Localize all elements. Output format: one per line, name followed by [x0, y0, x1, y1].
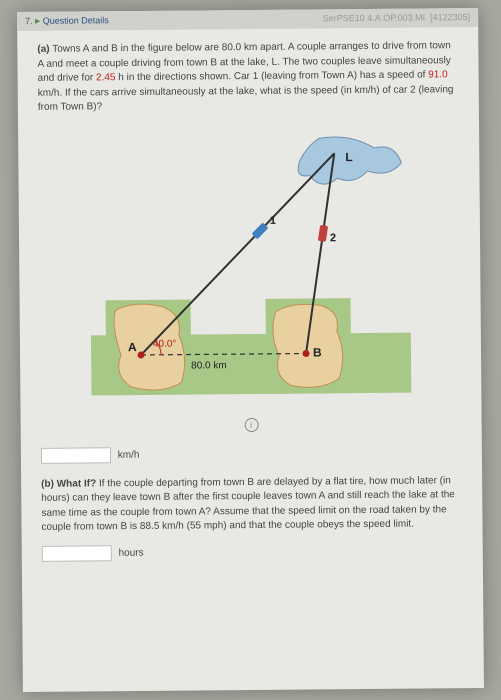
question-header: 7. ▸ Question Details SerPSE10 4.A.OP.00… [17, 8, 478, 31]
what-if-label: What If? [57, 478, 97, 489]
car2-label: 2 [329, 232, 335, 244]
question-number: 7. [25, 16, 33, 26]
part-b-label: (b) [41, 478, 54, 489]
part-a-label: (a) [37, 44, 49, 55]
part-a-text-2: h in the directions shown. Car 1 (leavin… [115, 69, 428, 83]
time-value: 2.45 [96, 72, 116, 83]
lake-label: L [345, 150, 352, 164]
figure: L 1 2 A B 40.0° 80.0 km [89, 122, 412, 415]
answer-input-b[interactable] [42, 545, 112, 562]
part-b: (b) What If? If the couple departing fro… [41, 474, 462, 536]
town-b-label: B [312, 345, 321, 359]
part-b-answer: hours [42, 542, 463, 562]
part-a-answer: km/h [41, 444, 462, 464]
unit-b: hours [118, 547, 143, 558]
speed-value: 91.0 [428, 69, 448, 80]
distance-label: 80.0 km [191, 360, 227, 371]
question-id: SerPSE10 4.A.OP.003.MI. [4122305] [323, 12, 471, 24]
answer-input-a[interactable] [41, 447, 111, 464]
expand-icon[interactable]: ▸ [35, 16, 40, 27]
town-a-label: A [127, 339, 136, 353]
unit-a: km/h [118, 449, 140, 460]
part-b-text: If the couple departing from town B are … [41, 475, 455, 533]
car1-label: 1 [269, 214, 275, 226]
angle-label: 40.0° [152, 338, 176, 349]
part-a-text-3: km/h. If the cars arrive simultaneously … [38, 84, 454, 113]
part-a: (a) Towns A and B in the figure below ar… [37, 39, 459, 115]
question-details-label[interactable]: Question Details [43, 15, 109, 26]
info-icon[interactable]: i [244, 417, 258, 431]
